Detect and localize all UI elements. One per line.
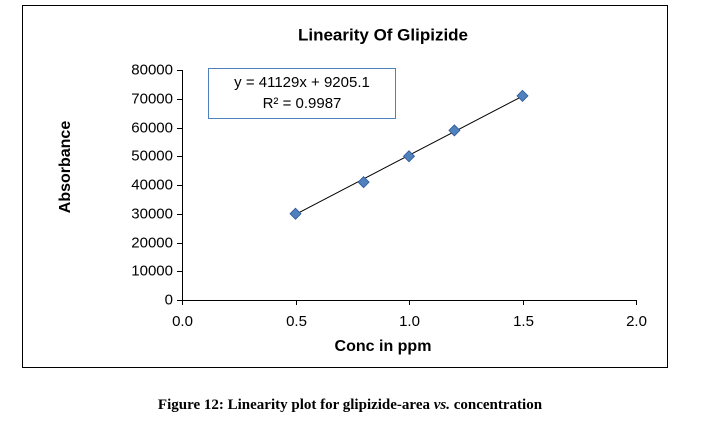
x-tick-label: 0.5 <box>286 313 307 330</box>
caption-part: concentration <box>450 397 543 413</box>
y-tick-label: 50000 <box>131 147 173 164</box>
y-axis-label: Absorbance <box>57 121 74 214</box>
y-tick-label: 70000 <box>131 90 173 107</box>
annotation: y = 41129x + 9205.1 <box>234 74 370 91</box>
y-tick-label: 60000 <box>131 119 173 136</box>
x-tick-label: 1.5 <box>513 313 534 330</box>
annotation-box <box>208 68 396 119</box>
y-tick-label: 0 <box>165 291 173 308</box>
x-tick-label: 1.0 <box>399 313 420 330</box>
y-tick-label: 20000 <box>131 234 173 251</box>
data-point <box>402 150 416 163</box>
caption-part: vs. <box>434 397 450 413</box>
caption: Figure 12: Linearity plot for glipizide-… <box>158 397 543 413</box>
x-axis-label: Conc in ppm <box>335 338 432 355</box>
y-tick-label: 40000 <box>131 176 173 193</box>
data-point <box>448 124 461 137</box>
data-point <box>289 207 302 220</box>
chart-title: Linearity Of Glipizide <box>298 25 468 44</box>
y-tick-label: 30000 <box>131 205 173 222</box>
caption-part: Figure 12: Linearity plot for glipizide-… <box>158 397 434 413</box>
x-tick-label: 2.0 <box>626 313 647 330</box>
y-tick-label: 10000 <box>131 262 173 279</box>
chart-frame <box>22 5 668 368</box>
annotation: R² = 0.9987 <box>263 95 342 112</box>
x-tick-label: 0.0 <box>172 313 193 330</box>
y-tick-label: 80000 <box>131 61 173 78</box>
data-point <box>516 89 529 102</box>
data-point <box>357 176 370 189</box>
